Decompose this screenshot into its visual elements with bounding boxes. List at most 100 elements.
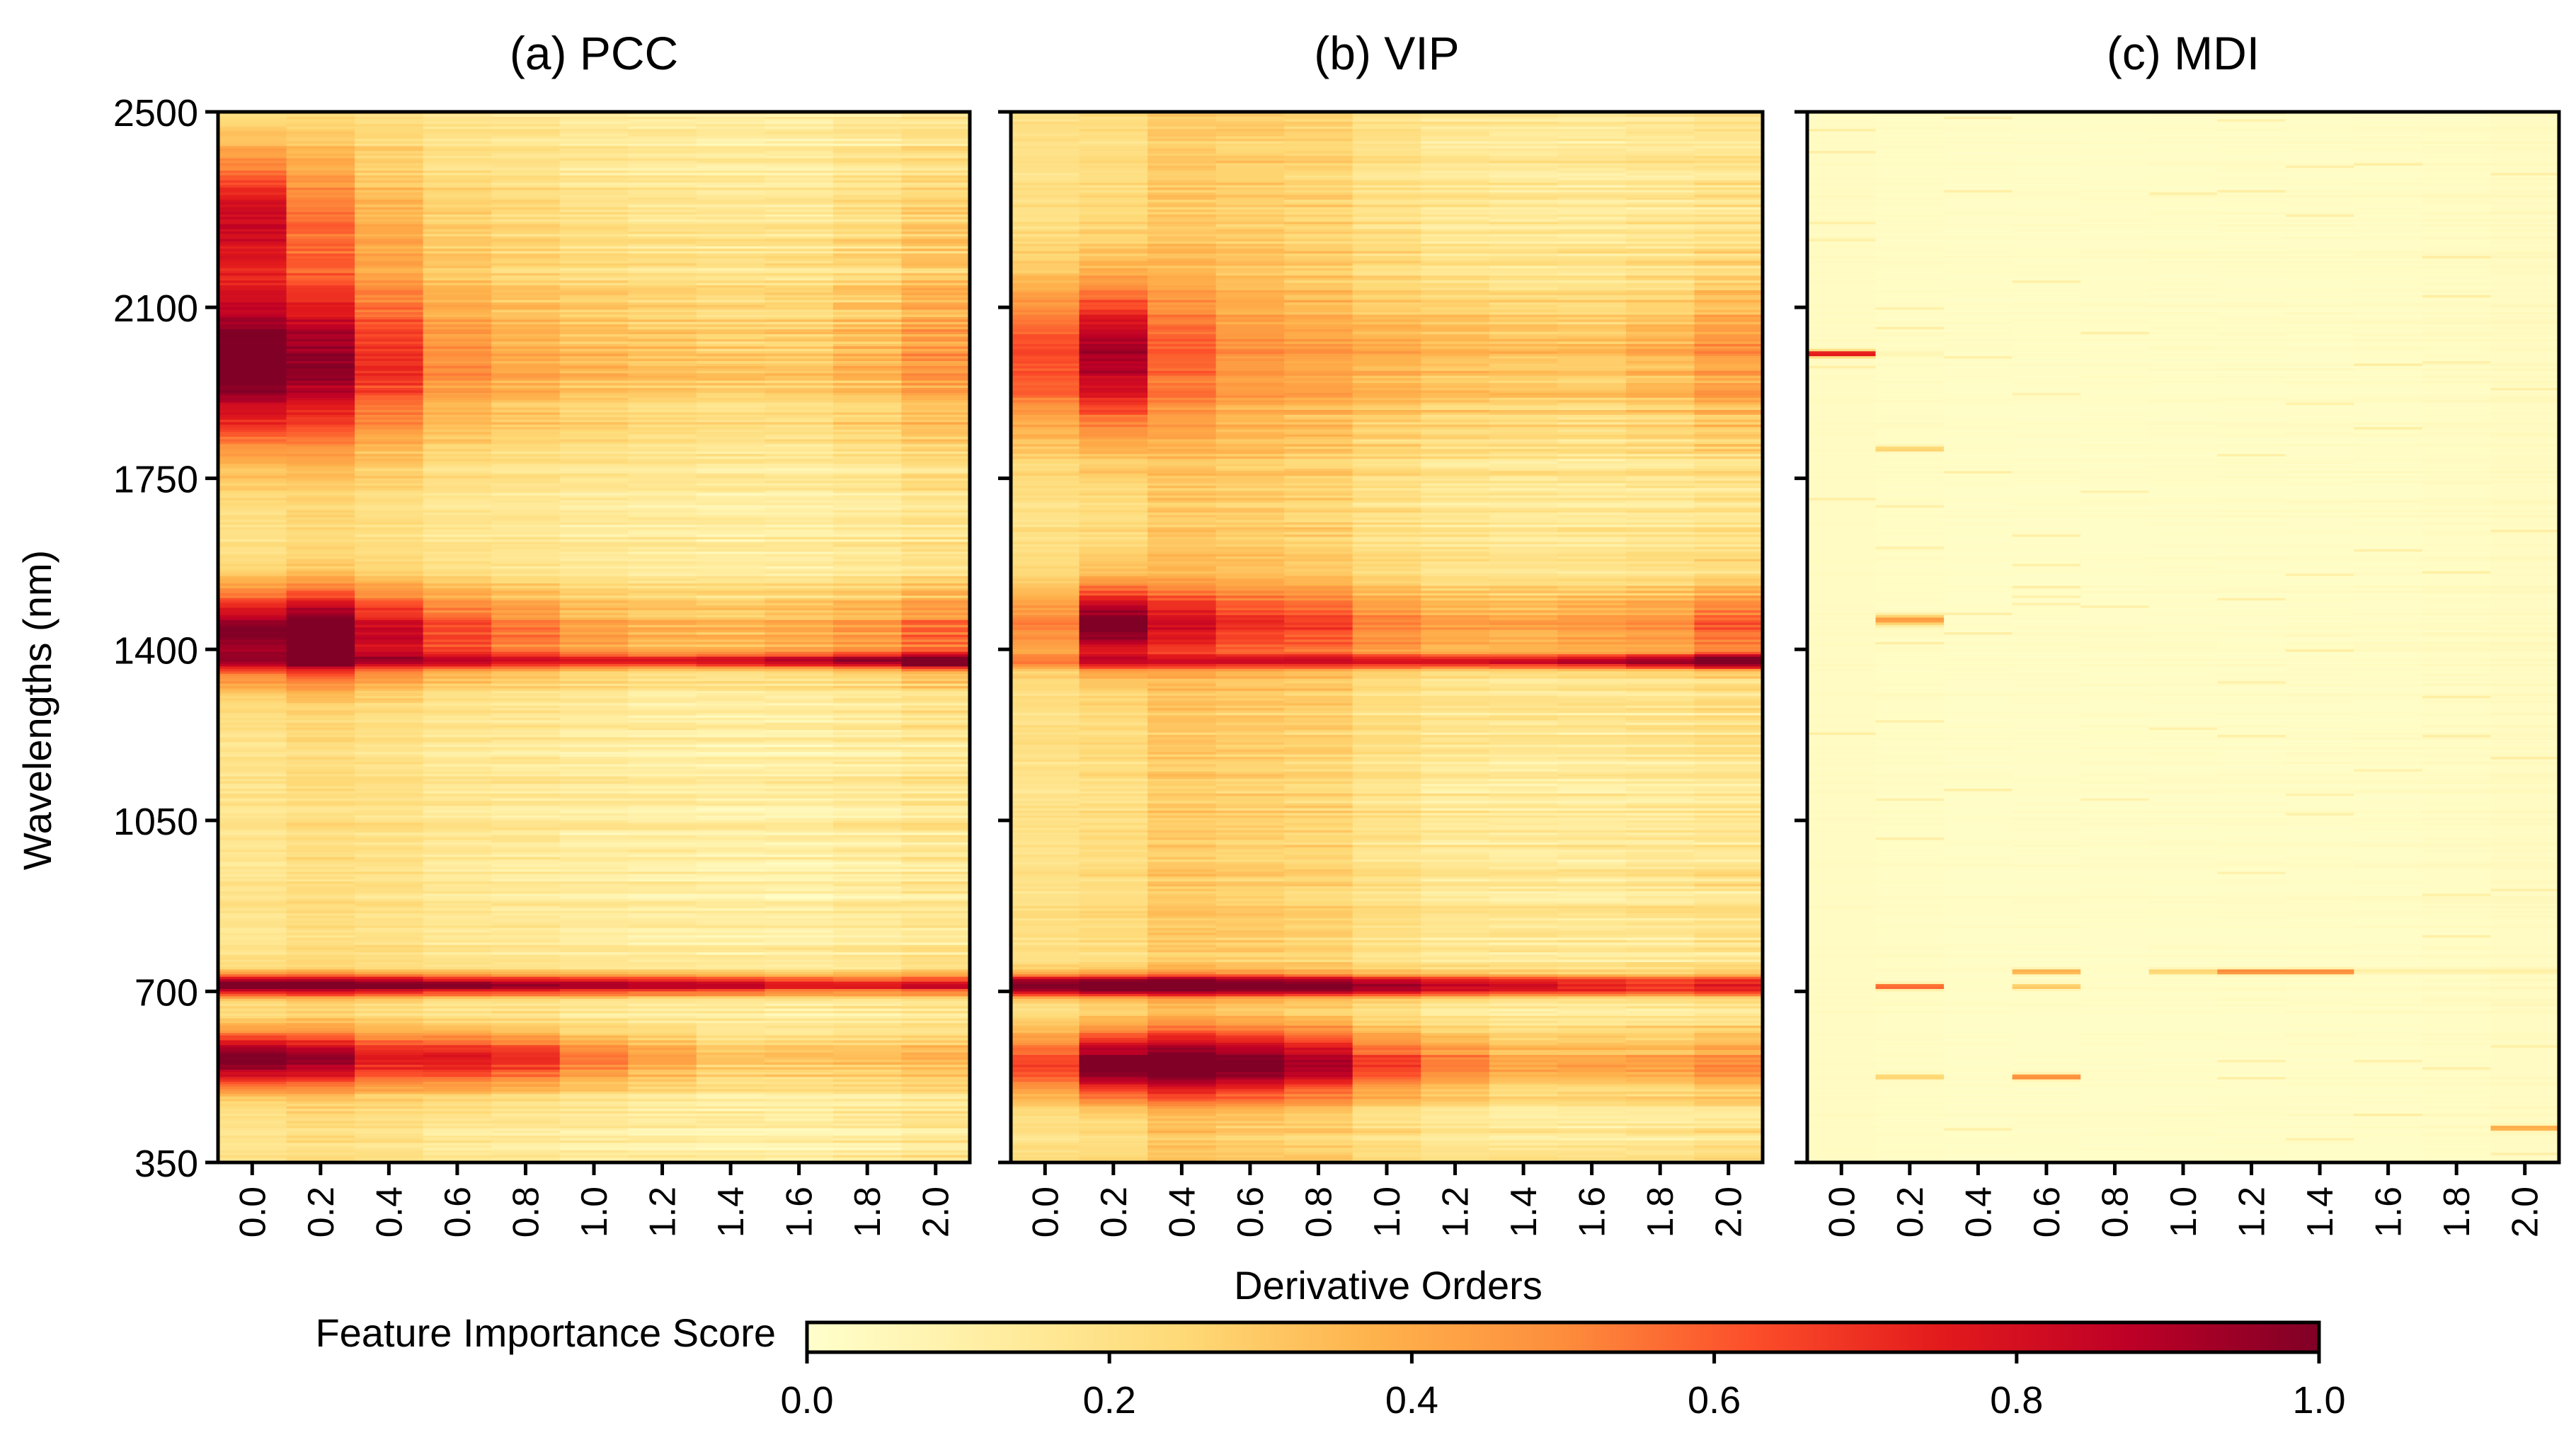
heatmap-cell — [423, 717, 492, 721]
heatmap-cell — [832, 187, 903, 191]
heatmap-cell — [696, 910, 765, 914]
heatmap-cell — [218, 1082, 287, 1085]
heatmap-cell — [491, 1057, 561, 1061]
heatmap-cell — [286, 251, 355, 254]
heatmap-cell — [765, 1045, 834, 1048]
heatmap-cell — [218, 547, 287, 550]
heatmap-cell — [696, 820, 765, 823]
heatmap-cell — [765, 573, 834, 577]
heatmap-cell — [355, 976, 424, 980]
heatmap-cell — [286, 498, 355, 501]
heatmap-cell — [1011, 708, 1080, 711]
heatmap-cell — [423, 392, 492, 396]
heatmap-cell — [286, 195, 355, 198]
heatmap-cell — [355, 463, 424, 467]
heatmap-cell — [355, 871, 424, 875]
heatmap-cell — [286, 903, 355, 907]
heatmap-cell — [355, 241, 424, 244]
heatmap-cell — [218, 605, 287, 609]
heatmap-cell — [901, 717, 971, 721]
heatmap-cell — [1011, 554, 1080, 557]
heatmap-cell — [901, 183, 971, 186]
heatmap-cell — [218, 881, 287, 885]
heatmap-cell — [423, 564, 492, 567]
heatmap-cell — [218, 351, 287, 355]
heatmap-cell — [832, 788, 903, 792]
heatmap-cell — [901, 930, 971, 934]
heatmap-cell — [218, 1067, 287, 1070]
heatmap-cell — [765, 246, 834, 249]
heatmap-cell — [696, 444, 765, 447]
heatmap-cell — [423, 510, 492, 513]
heatmap-cell — [423, 459, 492, 462]
heatmap-cell — [491, 1074, 561, 1077]
heatmap-cell — [218, 1104, 287, 1107]
heatmap-cell — [1011, 392, 1080, 396]
heatmap-cell — [355, 1018, 424, 1022]
heatmap-cell — [491, 1155, 561, 1158]
heatmap-cell — [423, 632, 492, 636]
heatmap-cell — [491, 954, 561, 958]
heatmap-cell — [901, 988, 971, 993]
heatmap-cell — [218, 449, 287, 452]
heatmap-cell — [286, 735, 355, 738]
heatmap-cell — [423, 180, 492, 183]
heatmap-cell — [1011, 710, 1080, 714]
heatmap-cell — [355, 212, 424, 215]
heatmap-cell — [559, 214, 629, 217]
heatmap-cell — [491, 307, 561, 311]
heatmap-cell — [1011, 612, 1080, 616]
heatmap-cell — [628, 131, 697, 135]
heatmap-cell — [286, 256, 355, 259]
heatmap-cell — [491, 334, 561, 338]
heatmap-cell — [696, 316, 765, 320]
heatmap-cell — [218, 1062, 287, 1065]
heatmap-cell — [628, 1033, 697, 1036]
heatmap-cell — [628, 842, 697, 845]
heatmap-cell — [559, 876, 629, 880]
heatmap-cell — [491, 656, 561, 660]
heatmap-cell — [559, 1050, 629, 1053]
heatmap-cell — [491, 532, 561, 535]
heatmap-cell — [765, 564, 834, 567]
heatmap-cell — [832, 754, 903, 758]
heatmap-cell — [765, 136, 834, 139]
heatmap-cell — [355, 864, 424, 868]
heatmap-cell — [423, 417, 492, 421]
heatmap-cell — [628, 390, 697, 394]
heatmap-cell — [901, 1109, 971, 1112]
heatmap-cell — [1011, 178, 1080, 181]
heatmap-cell — [423, 962, 492, 966]
heatmap-cell — [901, 229, 971, 232]
heatmap-cell — [628, 387, 697, 391]
heatmap-cell — [355, 722, 424, 726]
heatmap-cell — [696, 515, 765, 518]
heatmap-cell — [901, 146, 971, 149]
heatmap-cell — [218, 304, 287, 308]
heatmap-cell — [286, 666, 355, 670]
heatmap-cell — [696, 976, 765, 980]
heatmap-cell — [901, 136, 971, 139]
heatmap-cell — [559, 1099, 629, 1102]
heatmap-cell — [218, 607, 287, 611]
heatmap-cell — [218, 979, 287, 983]
heatmap-cell — [423, 693, 492, 697]
heatmap-cell — [423, 1087, 492, 1090]
heatmap-cell — [559, 649, 629, 653]
heatmap-cell — [628, 561, 697, 565]
heatmap-cell — [491, 998, 561, 1002]
heatmap-cell — [218, 321, 287, 325]
heatmap-cell — [628, 373, 697, 377]
heatmap-cell — [696, 114, 765, 118]
heatmap-cell — [423, 898, 492, 902]
heatmap-cell — [1011, 275, 1080, 279]
heatmap-cell — [491, 1030, 561, 1034]
heatmap-cell — [832, 739, 903, 743]
heatmap-cell — [355, 202, 424, 205]
heatmap-cell — [218, 651, 287, 655]
heatmap-cell — [423, 988, 492, 993]
heatmap-cell — [832, 784, 903, 787]
heatmap-cell — [423, 336, 492, 340]
heatmap-cell — [491, 986, 561, 990]
heatmap-cell — [559, 173, 629, 176]
